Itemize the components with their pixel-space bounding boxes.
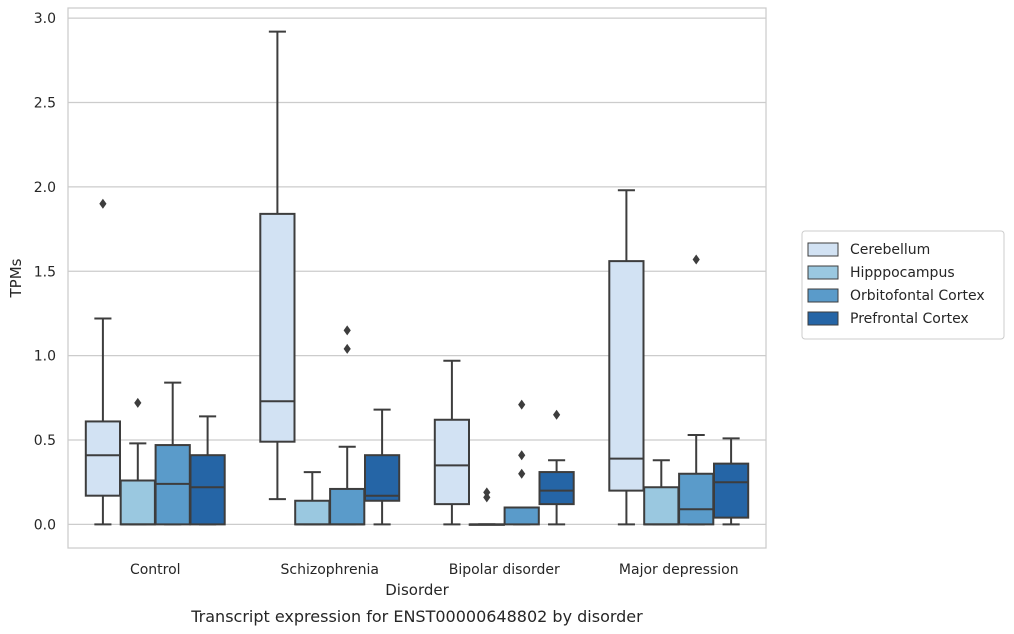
box-2-0 <box>433 359 471 526</box>
y-tick-label: 1.0 <box>34 349 56 365</box>
outlier-point <box>343 343 351 354</box>
outlier-point <box>518 468 526 479</box>
legend-label: Orbitofontal Cortex <box>850 288 985 304</box>
legend-swatch <box>807 242 839 257</box>
y-tick-label: 3.0 <box>34 11 56 27</box>
x-tick-labels: Control Schizophrenia Bipolar disorder Majo… <box>130 562 739 578</box>
outlier-point <box>99 198 107 209</box>
outlier-point <box>134 397 142 408</box>
box-3-1 <box>643 459 680 526</box>
legend-label: Cerebellum <box>850 242 930 258</box>
box-body <box>712 462 750 519</box>
box-1-2 <box>329 325 366 526</box>
outlier-point <box>518 450 526 461</box>
box-groups <box>84 30 750 526</box>
legend-frame <box>801 230 1005 340</box>
box-1-3 <box>363 408 401 526</box>
box-body <box>119 479 156 526</box>
y-tick-labels: 0.0 0.5 1.0 1.5 2.0 2.5 3.0 <box>34 11 56 533</box>
y-tick-label: 0.0 <box>34 517 56 533</box>
grid-lines <box>68 17 766 525</box>
box-body <box>433 418 471 506</box>
box-0-1 <box>119 397 156 526</box>
plot-area-frame <box>67 7 767 549</box>
box-body <box>608 260 645 492</box>
outlier-point <box>483 492 491 503</box>
box-body <box>189 454 226 526</box>
y-tick-label: 0.5 <box>34 433 56 449</box>
box-body <box>363 454 401 502</box>
box-body <box>259 212 296 443</box>
box-body <box>294 499 331 526</box>
box-body <box>84 420 122 497</box>
y-tick-label: 2.5 <box>34 96 56 112</box>
x-tick-label: Schizophrenia <box>281 562 379 578</box>
y-tick-label: 2.0 <box>34 180 56 196</box>
box-2-1 <box>468 487 505 526</box>
box-2-2 <box>503 399 540 526</box>
box-body <box>643 486 680 526</box>
box-body <box>678 472 715 526</box>
box-body <box>538 471 575 506</box>
x-tick-label: Bipolar disorder <box>449 562 560 578</box>
box-0-0 <box>84 198 122 526</box>
box-body <box>503 506 540 526</box>
x-axis-label: Disorder <box>385 581 449 599</box>
legend-swatch <box>807 265 839 280</box>
outlier-point <box>692 254 700 265</box>
box-1-1 <box>294 471 331 526</box>
box-2-3 <box>538 409 575 526</box>
y-tick-label: 1.5 <box>34 264 56 280</box>
box-0-3 <box>189 415 226 526</box>
y-axis-label: TPMs <box>7 258 25 298</box>
legend-swatch <box>807 288 839 303</box>
outlier-point <box>518 399 526 410</box>
outlier-point <box>483 487 491 498</box>
x-tick-label: Major depression <box>619 562 739 578</box>
box-body <box>329 487 366 526</box>
chart-caption: Transcript expression for ENST0000064880… <box>190 607 643 626</box>
outlier-point <box>343 325 351 336</box>
box-1-0 <box>259 30 296 501</box>
legend-label: Prefrontal Cortex <box>850 311 969 327</box>
x-tick-label: Control <box>130 562 181 578</box>
box-0-2 <box>154 381 191 526</box>
box-3-3 <box>712 437 750 526</box>
legend: Cerebellum Hipppocampus Orbitofontal Corte… <box>801 230 1005 340</box>
legend-label: Hipppocampus <box>850 265 955 281</box>
legend-swatch <box>807 311 839 326</box>
outlier-point <box>553 409 561 420</box>
box-3-2 <box>678 254 715 526</box>
box-3-0 <box>608 189 645 526</box>
